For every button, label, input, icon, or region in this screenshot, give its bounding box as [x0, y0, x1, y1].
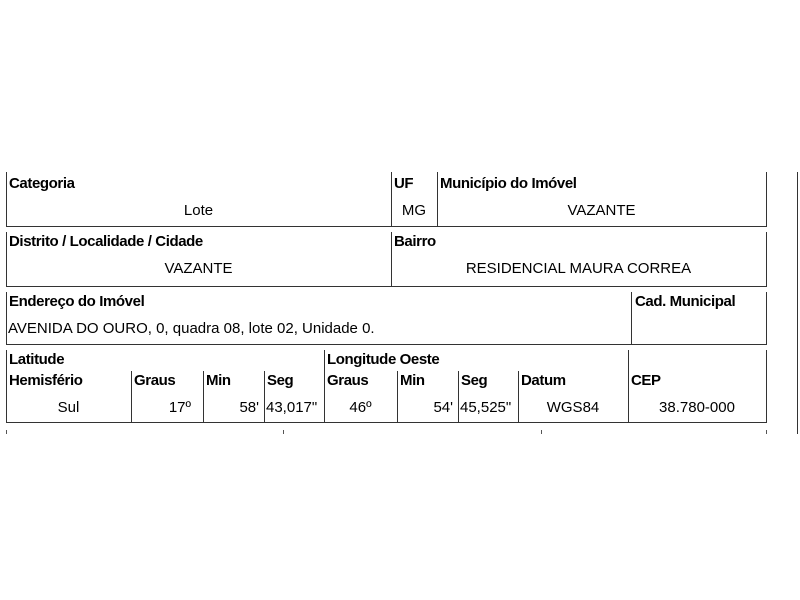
lat-min-value: 58': [239, 399, 259, 416]
divider: [631, 292, 632, 345]
divider: [397, 371, 398, 423]
municipio-value: VAZANTE: [567, 202, 636, 219]
tick-mark: [283, 430, 284, 434]
cep-value: 38.780-000: [659, 399, 735, 416]
categoria-label: Categoria: [9, 175, 75, 192]
uf-value: MG: [401, 202, 427, 219]
endereco-value: AVENIDA DO OURO, 0, quadra 08, lote 02, …: [8, 320, 375, 337]
lat-seg-label: Seg: [267, 372, 294, 389]
tick-mark: [766, 430, 767, 434]
divider: [628, 350, 629, 423]
municipio-label: Município do Imóvel: [440, 175, 577, 192]
row-distrito-bairro: [6, 232, 767, 287]
lon-graus-label: Graus: [327, 372, 369, 389]
divider: [518, 371, 519, 423]
latitude-label: Latitude: [9, 351, 65, 368]
hemisferio-label: Hemisfério: [9, 372, 83, 389]
row-coordenadas: [6, 350, 767, 423]
uf-label: UF: [394, 175, 414, 192]
tick-mark: [541, 430, 542, 434]
divider: [437, 172, 438, 227]
distrito-value: VAZANTE: [164, 260, 233, 277]
lat-min-label: Min: [206, 372, 231, 389]
lon-seg-label: Seg: [461, 372, 488, 389]
bairro-label: Bairro: [394, 233, 436, 250]
page-edge-line: [797, 172, 798, 434]
datum-value: WGS84: [546, 399, 600, 416]
divider: [324, 350, 325, 423]
cep-label: CEP: [631, 372, 661, 389]
divider: [458, 371, 459, 423]
endereco-label: Endereço do Imóvel: [9, 293, 145, 310]
row-endereco: [6, 292, 767, 345]
divider: [203, 371, 204, 423]
lon-min-label: Min: [400, 372, 425, 389]
divider: [391, 172, 392, 227]
lon-min-value: 54': [433, 399, 453, 416]
categoria-value: Lote: [183, 202, 214, 219]
lon-graus-value: 46º: [349, 399, 372, 416]
divider: [131, 371, 132, 423]
lat-graus-value: 17º: [168, 399, 191, 416]
distrito-label: Distrito / Localidade / Cidade: [9, 233, 203, 250]
datum-label: Datum: [521, 372, 566, 389]
cad-municipal-label: Cad. Municipal: [635, 293, 736, 310]
hemisferio-value: Sul: [57, 399, 80, 416]
row-categoria-uf-municipio: [6, 172, 767, 227]
bairro-value: RESIDENCIAL MAURA CORREA: [465, 260, 692, 277]
longitude-label: Longitude Oeste: [327, 351, 440, 368]
lat-graus-label: Graus: [134, 372, 176, 389]
divider: [391, 232, 392, 287]
tick-mark: [6, 430, 7, 434]
lon-seg-value: 45,525": [460, 399, 512, 416]
divider: [264, 371, 265, 423]
lat-seg-value: 43,017": [266, 399, 318, 416]
